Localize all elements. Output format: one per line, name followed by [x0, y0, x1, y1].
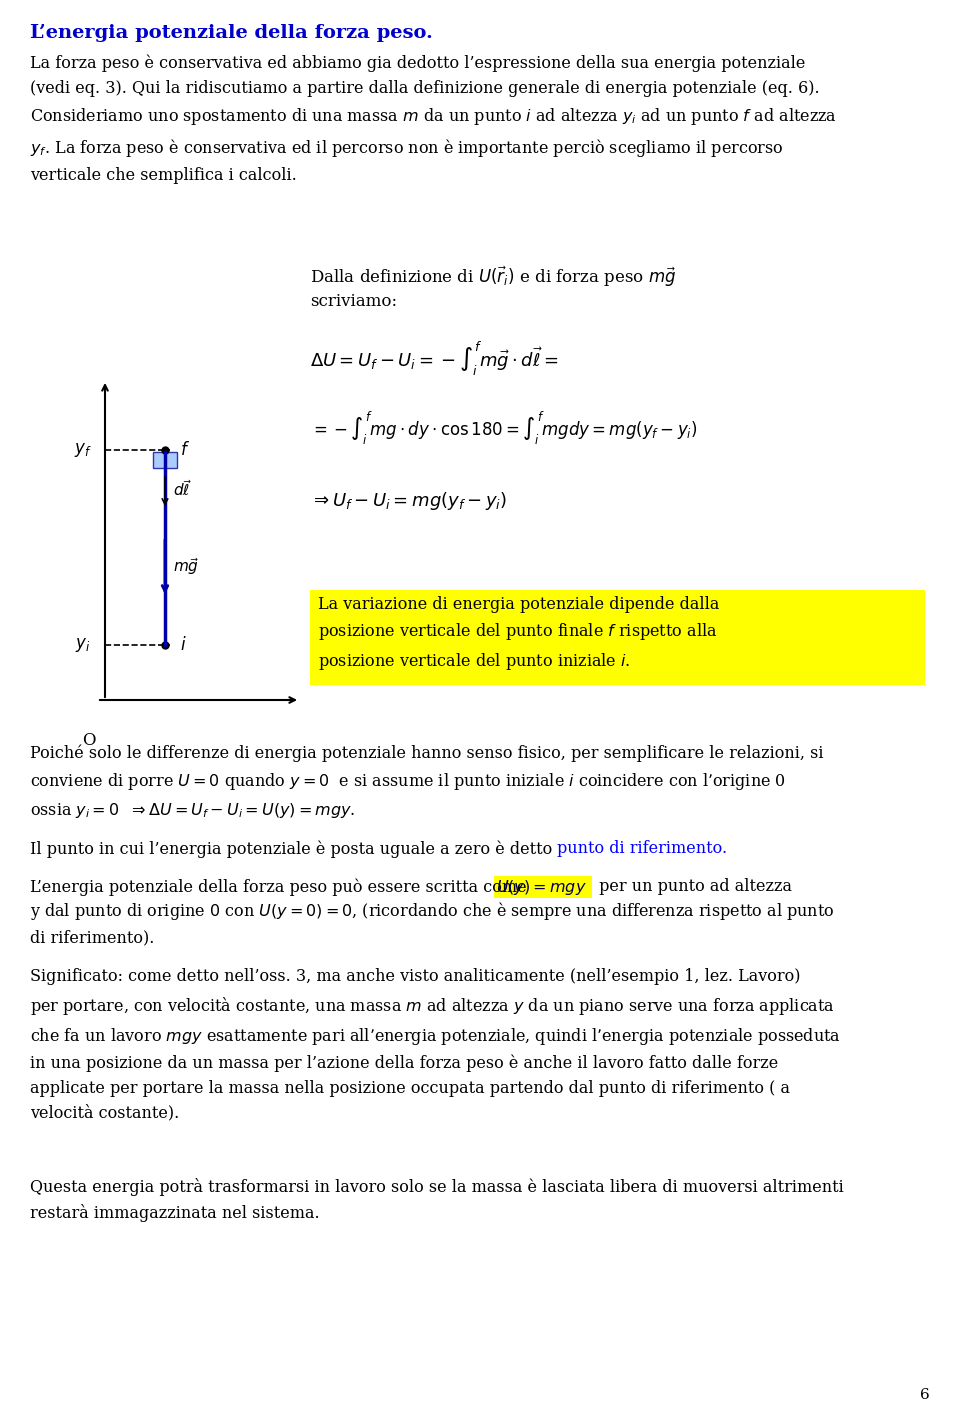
- Text: Questa energia potrà trasformarsi in lavoro solo se la massa è lasciata libera d: Questa energia potrà trasformarsi in lav…: [30, 1178, 844, 1222]
- Text: per un punto ad altezza: per un punto ad altezza: [594, 879, 792, 895]
- Bar: [153, 452, 177, 467]
- Text: $i$: $i$: [180, 636, 186, 653]
- Text: O: O: [83, 732, 96, 749]
- Text: punto di riferimento.: punto di riferimento.: [557, 841, 727, 857]
- Text: $= -\int_i^f mg \cdot dy \cdot \cos 180 = \int_i^f mgdy = mg(y_f - y_i)$: $= -\int_i^f mg \cdot dy \cdot \cos 180 …: [310, 410, 698, 448]
- Text: Poiché solo le differenze di energia potenziale hanno senso fisico, per semplifi: Poiché solo le differenze di energia pot…: [30, 745, 824, 819]
- Text: 6: 6: [921, 1388, 930, 1402]
- Text: $U(y) = mgy$: $U(y) = mgy$: [496, 879, 587, 897]
- Text: Il punto in cui l’energia potenziale è posta uguale a zero è detto: Il punto in cui l’energia potenziale è p…: [30, 841, 558, 857]
- Text: $\Delta U = U_f - U_i = -\int_i^f m\vec{g} \cdot d\vec{\ell} =$: $\Delta U = U_f - U_i = -\int_i^f m\vec{…: [310, 339, 559, 379]
- Text: La variazione di energia potenziale dipende dalla
posizione verticale del punto : La variazione di energia potenziale dipe…: [318, 596, 719, 672]
- Text: Significato: come detto nell’oss. 3, ma anche visto analiticamente (nell’esempio: Significato: come detto nell’oss. 3, ma …: [30, 969, 841, 1122]
- Text: $d\vec{\ell}$: $d\vec{\ell}$: [173, 479, 192, 498]
- Text: L’energia potenziale della forza peso.: L’energia potenziale della forza peso.: [30, 24, 433, 42]
- Text: $\Rightarrow U_f - U_i = mg(y_f - y_i)$: $\Rightarrow U_f - U_i = mg(y_f - y_i)$: [310, 490, 507, 513]
- Text: $f$: $f$: [180, 441, 190, 459]
- Text: y dal punto di origine $0$ con $U(y=0)=0$, (ricordando che è sempre una differen: y dal punto di origine $0$ con $U(y=0)=0…: [30, 900, 834, 946]
- Text: Dalla definizione di $U(\vec{r}_i)$ e di forza peso $m\vec{g}$: Dalla definizione di $U(\vec{r}_i)$ e di…: [310, 265, 677, 290]
- Bar: [494, 876, 592, 898]
- Text: La forza peso è conservativa ed abbiamo gia dedotto l’espressione della sua ener: La forza peso è conservativa ed abbiamo …: [30, 55, 837, 183]
- Text: $m\vec{g}$: $m\vec{g}$: [173, 556, 199, 577]
- Text: $y_f$: $y_f$: [74, 441, 92, 459]
- Text: scriviamo:: scriviamo:: [310, 293, 397, 310]
- Text: $y_i$: $y_i$: [75, 636, 90, 653]
- Text: L’energia potenziale della forza peso può essere scritta come: L’energia potenziale della forza peso pu…: [30, 879, 532, 895]
- Bar: [310, 590, 925, 686]
